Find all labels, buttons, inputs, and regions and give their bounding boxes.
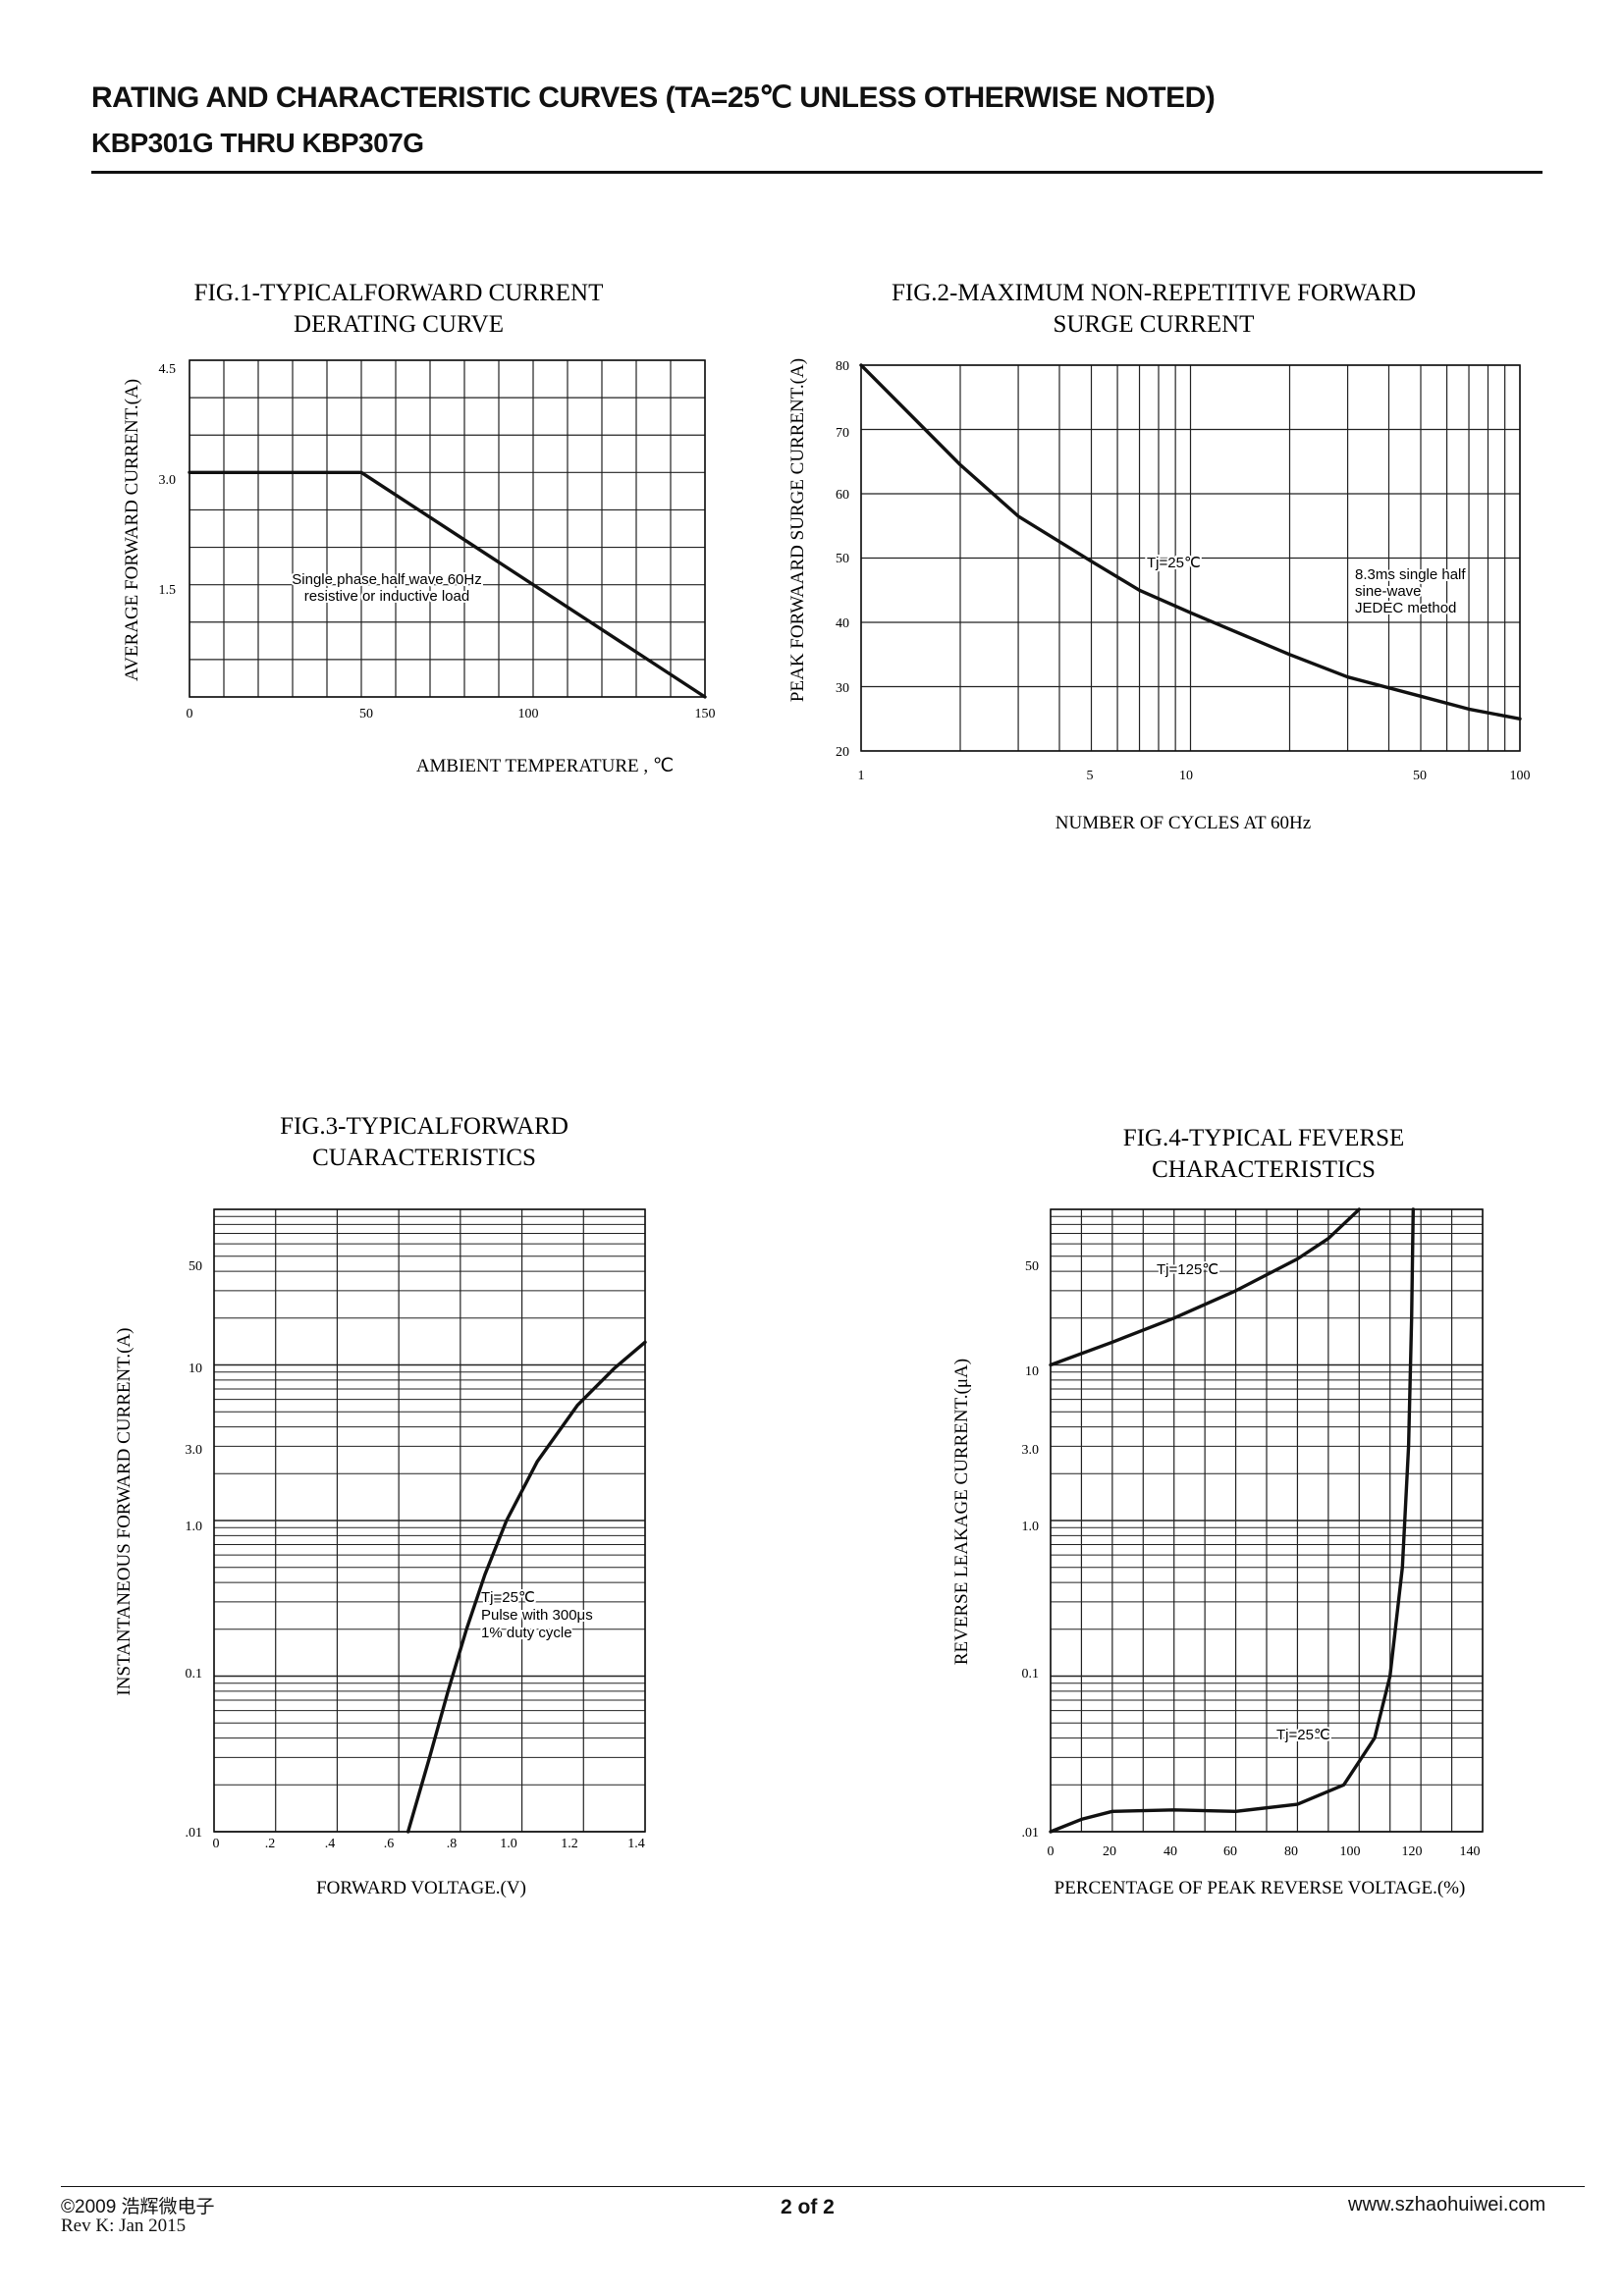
chart-3: FIG.3-TYPICALFORWARD CUARACTERISTICS FORWA… <box>114 1113 647 1898</box>
x-tick-label: 5 <box>1087 769 1094 783</box>
y-tick-label: 30 <box>836 681 849 696</box>
series-line-2 <box>1049 1207 1415 1834</box>
plot-frame <box>213 1208 646 1833</box>
chart-4: FIG.4-TYPICAL FEVERSE CHARACTERISTICS PERC… <box>951 1125 1484 1898</box>
x-tick-label: 10 <box>1179 769 1193 783</box>
y-tick-label: 10 <box>189 1362 202 1376</box>
x-tick-label: 120 <box>1402 1844 1423 1859</box>
chart-title-line: CHARACTERISTICS <box>1152 1156 1376 1183</box>
chart-title-line: SURGE CURRENT <box>1054 311 1255 338</box>
chart-annotation: 1% duty cycle <box>481 1625 572 1641</box>
y-tick-label: 1.0 <box>186 1520 203 1534</box>
chart-annotation: JEDEC method <box>1355 600 1456 616</box>
y-tick-label: 20 <box>836 745 849 760</box>
chart-annotation: resistive or inductive load <box>304 588 469 605</box>
y-tick-label: 10 <box>1025 1364 1039 1379</box>
footer-revision: Rev K: Jan 2015 <box>61 2216 187 2236</box>
header-rule <box>91 171 1543 174</box>
y-tick-label: 4.5 <box>159 362 177 377</box>
x-tick-label: 80 <box>1284 1844 1298 1859</box>
series-line-1 <box>188 470 707 699</box>
y-tick-label: 50 <box>1025 1259 1039 1274</box>
y-tick-label: .01 <box>186 1826 203 1841</box>
chart-title-line: CUARACTERISTICS <box>312 1145 536 1171</box>
plot-frame <box>860 364 1521 752</box>
footer-website: www.szhaohuiwei.com <box>1348 2194 1546 2216</box>
chart-title-line: FIG.3-TYPICALFORWARD <box>280 1113 568 1140</box>
x-tick-label: 50 <box>1413 769 1427 783</box>
x-axis-label: AMBIENT TEMPERATURE , ℃ <box>416 756 674 776</box>
x-tick-label: 0 <box>213 1837 220 1851</box>
y-tick-label: .01 <box>1022 1826 1040 1841</box>
y-tick-label: 3.0 <box>159 473 177 488</box>
x-tick-label: 20 <box>1103 1844 1116 1859</box>
x-tick-label: 1 <box>858 769 865 783</box>
x-axis-label: FORWARD VOLTAGE.(V) <box>316 1878 526 1898</box>
x-tick-label: 1.2 <box>561 1837 578 1851</box>
plot-frame <box>1050 1208 1484 1833</box>
x-tick-label: 60 <box>1223 1844 1237 1859</box>
x-tick-label: 150 <box>695 707 716 721</box>
y-axis-label: INSTANTANEOUS FORWARD CURRENT.(A) <box>114 1327 135 1695</box>
chart-annotation: 8.3ms single half <box>1355 566 1466 583</box>
y-tick-label: 50 <box>189 1259 202 1274</box>
footer-rule <box>61 2186 1585 2187</box>
chart-annotation: Tj=25℃ <box>1147 555 1201 571</box>
chart-annotation: Single phase half wave 60Hz <box>292 571 481 588</box>
y-axis-label: PEAK FORWAARD SURGE CURRENT.(A) <box>787 358 808 702</box>
y-tick-label: 3.0 <box>1022 1443 1040 1458</box>
y-tick-label: 1.0 <box>1022 1520 1040 1534</box>
chart-annotation: Pulse with 300μs <box>481 1607 593 1624</box>
series-line-1 <box>1049 1207 1361 1367</box>
chart-title-line: FIG.2-MAXIMUM NON-REPETITIVE FORWARD <box>892 280 1416 306</box>
x-tick-label: .6 <box>384 1837 395 1851</box>
x-tick-label: 40 <box>1164 1844 1177 1859</box>
page-title: RATING AND CHARACTERISTIC CURVES (TA=25℃… <box>91 81 1216 114</box>
x-tick-label: 0 <box>187 707 193 721</box>
y-axis-label: REVERSE LEAKAGE CURRENT.(μA) <box>951 1359 972 1665</box>
chart-title-line: DERATING CURVE <box>294 311 504 338</box>
series-line-1 <box>406 1340 647 1834</box>
x-tick-label: .8 <box>447 1837 458 1851</box>
x-tick-label: .4 <box>325 1837 336 1851</box>
page-subtitle: KBP301G THRU KBP307G <box>91 128 424 158</box>
y-tick-label: 40 <box>836 616 849 631</box>
y-tick-label: 3.0 <box>186 1443 203 1458</box>
footer-page-number: 2 of 2 <box>781 2196 835 2218</box>
x-tick-label: 1.0 <box>500 1837 517 1851</box>
chart-2: FIG.2-MAXIMUM NON-REPETITIVE FORWARD SURG… <box>787 280 1531 833</box>
y-axis-label: AVERAGE FORWARD CURRENT.(A) <box>122 379 142 681</box>
chart-annotation: Tj=25℃ <box>1276 1727 1330 1743</box>
chart-title-line: FIG.4-TYPICAL FEVERSE <box>1123 1125 1405 1151</box>
x-tick-label: 50 <box>359 707 373 721</box>
x-tick-label: 100 <box>518 707 539 721</box>
plot-frame <box>189 359 706 698</box>
x-axis-label: NUMBER OF CYCLES AT 60Hz <box>1056 813 1311 833</box>
y-tick-label: 1.5 <box>159 583 177 598</box>
chart-annotation: sine-wave <box>1355 583 1422 600</box>
series-line-1 <box>859 363 1522 721</box>
y-tick-label: 60 <box>836 488 849 503</box>
footer-copyright: ©2009 浩辉微电子 <box>61 2197 215 2217</box>
chart-annotation: Tj=125℃ <box>1157 1261 1218 1278</box>
chart-title-line: FIG.1-TYPICALFORWARD CURRENT <box>194 280 604 306</box>
chart-1: FIG.1-TYPICALFORWARD CURRENT DERATING CUR… <box>122 280 716 776</box>
x-tick-label: 100 <box>1510 769 1531 783</box>
x-tick-label: 100 <box>1340 1844 1361 1859</box>
x-axis-label: PERCENTAGE OF PEAK REVERSE VOLTAGE.(%) <box>1055 1878 1466 1898</box>
y-tick-label: 50 <box>836 552 849 566</box>
x-tick-label: .2 <box>265 1837 276 1851</box>
y-tick-label: 0.1 <box>186 1667 203 1682</box>
y-tick-label: 0.1 <box>1022 1667 1040 1682</box>
x-tick-label: 0 <box>1048 1844 1055 1859</box>
y-tick-label: 70 <box>836 426 849 441</box>
x-tick-label: 140 <box>1460 1844 1481 1859</box>
chart-annotation: Tj=25℃ <box>481 1589 535 1606</box>
y-tick-label: 80 <box>836 359 849 374</box>
x-tick-label: 1.4 <box>627 1837 645 1851</box>
